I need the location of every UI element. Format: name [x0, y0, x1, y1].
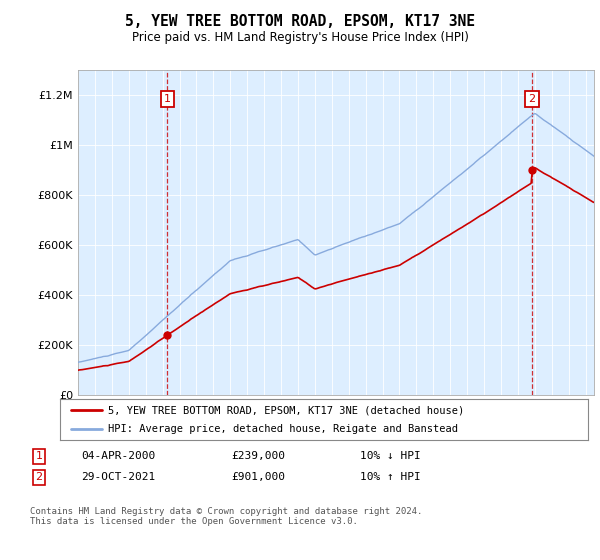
- Text: 04-APR-2000: 04-APR-2000: [81, 451, 155, 461]
- Text: 1: 1: [164, 94, 170, 104]
- Text: 5, YEW TREE BOTTOM ROAD, EPSOM, KT17 3NE (detached house): 5, YEW TREE BOTTOM ROAD, EPSOM, KT17 3NE…: [107, 405, 464, 415]
- Text: Price paid vs. HM Land Registry's House Price Index (HPI): Price paid vs. HM Land Registry's House …: [131, 31, 469, 44]
- Text: £901,000: £901,000: [231, 472, 285, 482]
- Text: 2: 2: [529, 94, 535, 104]
- Text: 10% ↓ HPI: 10% ↓ HPI: [360, 451, 421, 461]
- Text: 2: 2: [35, 472, 43, 482]
- Text: Contains HM Land Registry data © Crown copyright and database right 2024.
This d: Contains HM Land Registry data © Crown c…: [30, 507, 422, 526]
- Text: 10% ↑ HPI: 10% ↑ HPI: [360, 472, 421, 482]
- Text: 5, YEW TREE BOTTOM ROAD, EPSOM, KT17 3NE: 5, YEW TREE BOTTOM ROAD, EPSOM, KT17 3NE: [125, 14, 475, 29]
- Text: £239,000: £239,000: [231, 451, 285, 461]
- Text: 1: 1: [35, 451, 43, 461]
- Text: 29-OCT-2021: 29-OCT-2021: [81, 472, 155, 482]
- Text: HPI: Average price, detached house, Reigate and Banstead: HPI: Average price, detached house, Reig…: [107, 424, 458, 433]
